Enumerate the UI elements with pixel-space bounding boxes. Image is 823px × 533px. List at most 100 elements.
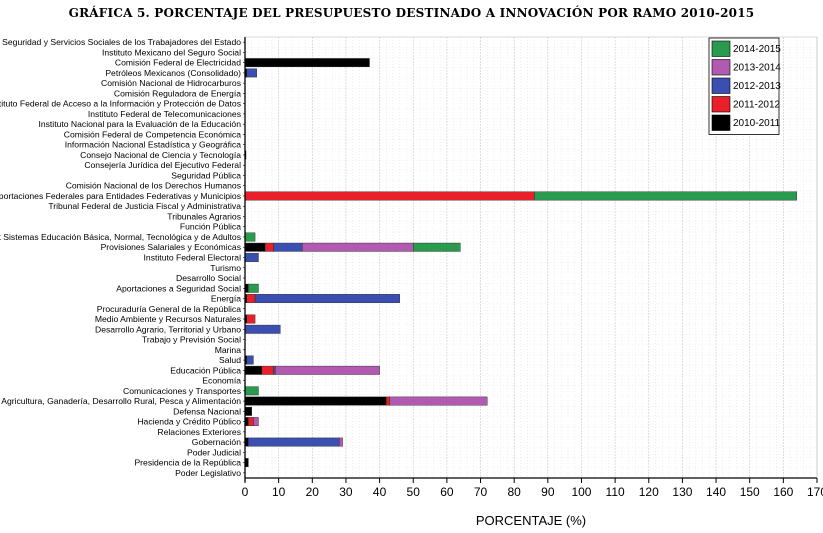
- category-label: Información Nacional Estadística y Geogr…: [65, 140, 241, 150]
- x-tick-label: 40: [373, 485, 387, 499]
- x-tick-label: 170: [807, 485, 823, 499]
- x-tick-label: 100: [571, 485, 591, 499]
- category-label: Comisión Federal de Competencia Económic…: [64, 129, 241, 139]
- category-label: Desarrollo Social: [176, 273, 241, 283]
- category-label: Defensa Nacional: [173, 406, 241, 416]
- bar-segment: [534, 191, 798, 201]
- bar-segment: [244, 232, 256, 242]
- x-tick-label: 0: [242, 485, 249, 499]
- category-label: Aportaciones a Seguridad Social: [116, 283, 241, 293]
- category-label: Comisión Nacional de Hidrocarburos: [101, 78, 241, 88]
- bar-segment: [246, 294, 256, 303]
- legend-swatch: [711, 114, 731, 131]
- category-label: Instituto Federal Electoral: [144, 253, 242, 263]
- category-label: Tribunales Agrarios: [167, 211, 241, 221]
- category-label: Energía: [211, 294, 241, 304]
- x-axis-label: PORCENTAJE (%): [475, 513, 587, 528]
- category-label: Instituto Nacional para la Evaluación de…: [38, 119, 241, 129]
- bar-segment: [389, 396, 488, 406]
- bar-segment: [244, 386, 259, 396]
- category-label: Hacienda y Crédito Público: [137, 417, 241, 427]
- category-label: Seguridad Pública: [171, 170, 241, 180]
- bar-segment: [244, 191, 535, 201]
- x-tick-label: 10: [272, 485, 286, 499]
- category-label: Consejería Jurídica del Ejecutivo Federa…: [84, 160, 241, 170]
- bars: [244, 58, 798, 468]
- category-label: Instituto Mexicano del Seguro Social: [102, 47, 241, 57]
- bar-segment: [246, 314, 256, 324]
- bar-segment: [248, 417, 254, 426]
- category-label: Instituto de Seguridad y Servicios Socia…: [0, 37, 241, 47]
- bar-segment: [244, 396, 387, 406]
- category-label: Presidencia de la República: [134, 458, 241, 468]
- x-tick-label: 160: [773, 485, 793, 499]
- x-tick-label: 20: [306, 485, 320, 499]
- bar-segment: [244, 242, 266, 252]
- category-label: Comisión Nacional de los Derechos Humano…: [66, 181, 241, 191]
- category-label: Prev y Aport Sistemas Educación Básica, …: [0, 232, 241, 242]
- bar-segment: [386, 396, 390, 406]
- legend-swatch: [711, 59, 731, 76]
- category-label: Economía: [202, 376, 241, 386]
- bar-segment: [244, 253, 259, 262]
- category-label: Comunicaciones y Transportes: [123, 386, 241, 396]
- category-label: Comisión Reguladora de Energía: [114, 88, 241, 98]
- bar-segment: [254, 294, 400, 303]
- category-label: Función Pública: [180, 222, 241, 232]
- category-label: Turismo: [210, 263, 241, 273]
- bar-segment: [275, 365, 380, 375]
- bar-segment: [264, 242, 274, 252]
- bar-segment: [261, 365, 274, 375]
- bar-segment: [244, 324, 281, 334]
- x-tick-label: 140: [706, 485, 726, 499]
- legend-label: 2014-2015: [733, 44, 781, 55]
- bar-segment: [339, 437, 343, 447]
- legend: 2014-2015 2013-2014 2012-2013 2011-2012 2010…: [708, 37, 781, 135]
- bar-segment: [246, 68, 257, 78]
- category-label: Aportaciones Federales para Entidades Fe…: [0, 191, 241, 201]
- grid: [244, 36, 818, 479]
- legend-label: 2012-2013: [733, 81, 781, 92]
- category-label: Comisión Federal de Electricidad: [115, 58, 241, 68]
- legend-swatch: [711, 96, 731, 113]
- bar-segment: [244, 58, 370, 68]
- chart-title: GRÁFICA 5. PORCENTAJE DEL PRESUPUESTO DE…: [68, 6, 755, 20]
- category-label: Poder Judicial: [187, 447, 241, 457]
- category-label: Instituto Federal de Telecomunicaciones: [88, 109, 241, 119]
- legend-swatch: [711, 77, 731, 94]
- x-tick-label: 30: [339, 485, 353, 499]
- bar-segment: [302, 242, 414, 252]
- category-label: Instituto Federal de Acceso a la Informa…: [0, 99, 241, 109]
- x-tick-label: 90: [541, 485, 555, 499]
- legend-swatch: [711, 40, 731, 57]
- x-tick-label: 80: [507, 485, 521, 499]
- category-label: Desarrollo Agrario, Territorial y Urbano: [95, 324, 241, 334]
- x-tick-label: 70: [474, 485, 488, 499]
- category-label: Tribunal Federal de Justicia Fiscal y Ad…: [48, 201, 241, 211]
- bar-segment: [413, 242, 461, 252]
- bar-segment: [248, 437, 340, 447]
- x-tick-label: 120: [639, 485, 659, 499]
- category-label: Petróleos Mexicanos (Consolidado): [105, 68, 241, 78]
- bar-segment: [273, 365, 276, 375]
- category-label: Salud: [219, 355, 241, 365]
- legend-label: 2013-2014: [733, 63, 781, 74]
- category-label: Poder Legislativo: [175, 468, 241, 478]
- category-label: Trabajo y Previsión Social: [142, 335, 241, 345]
- category-label: Educación Pública: [170, 365, 241, 375]
- category-labels: Instituto de Seguridad y Servicios Socia…: [0, 37, 241, 478]
- bar-segment: [253, 417, 259, 426]
- category-label: Relaciones Exteriores: [157, 427, 241, 437]
- category-label: Marina: [215, 345, 241, 355]
- axes: 0 10 20 30 40 50 60 70 80 90 100 110 120 130 140 150 160…: [242, 36, 823, 499]
- x-tick-label: 50: [407, 485, 421, 499]
- bar-segment: [246, 355, 254, 365]
- category-label: Procuraduría General de la República: [97, 304, 241, 314]
- category-label: Agricultura, Ganadería, Desarrollo Rural…: [1, 396, 241, 406]
- legend-label: 2011-2012: [733, 100, 781, 111]
- category-label: Gobernación: [192, 437, 241, 447]
- bar-segment: [244, 406, 252, 416]
- x-tick-label: 60: [440, 485, 454, 499]
- x-tick-label: 110: [606, 485, 625, 499]
- category-label: Provisiones Salariales y Económicas: [101, 242, 241, 252]
